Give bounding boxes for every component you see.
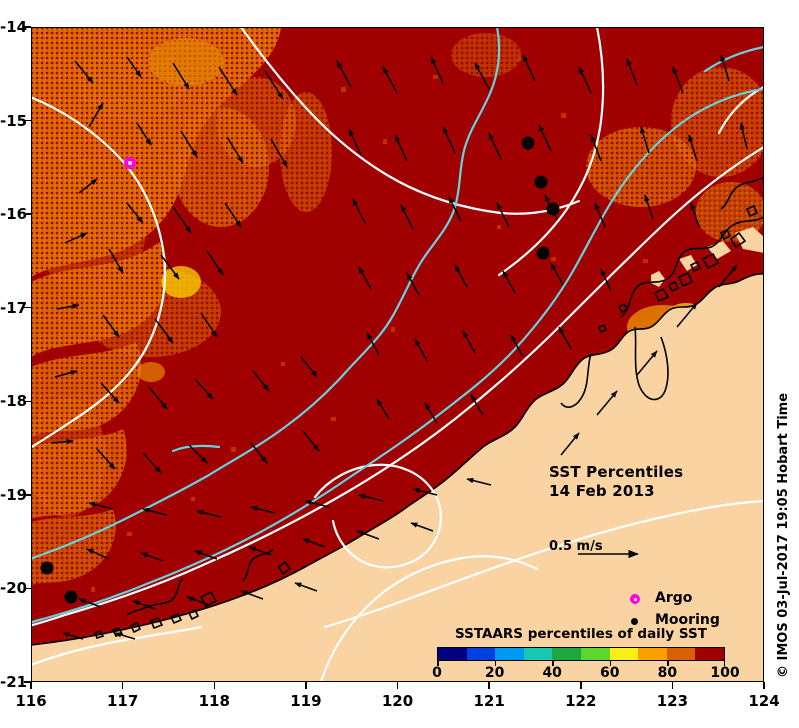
- x-axis-label: 122: [565, 692, 597, 710]
- vector-scale-label: 0.5 m/s: [549, 539, 603, 554]
- x-axis-tick: [763, 682, 765, 689]
- mooring-marker-icon: [536, 246, 550, 260]
- y-axis-label: -18: [0, 392, 28, 411]
- colorbar-tick-labels: 0 20 40 60 80 100: [432, 665, 739, 683]
- colorbar-tick: [609, 661, 612, 666]
- legend-item-mooring: Mooring: [625, 610, 755, 632]
- colorbar-title: SSTAARS percentiles of daily SST: [455, 626, 707, 642]
- legend-label-argo: Argo: [655, 590, 693, 606]
- mooring-marker-icon: [546, 202, 560, 216]
- y-axis-tick: [24, 400, 31, 403]
- y-axis-label: -16: [0, 205, 28, 224]
- colorbar-swatch-5: [580, 648, 610, 660]
- colorbar-ticks: [437, 661, 725, 666]
- colorbar-tick: [667, 661, 669, 666]
- credit-holder: © IMOS 03-Jul-2017 19:05 Hobart Time: [776, 393, 796, 679]
- x-axis-tick: [30, 682, 32, 689]
- marker-legend: Argo Mooring: [625, 588, 755, 632]
- legend-item-argo: Argo: [625, 588, 755, 610]
- x-axis-tick: [305, 682, 307, 689]
- colorbar-tick-label: 80: [657, 665, 678, 681]
- y-axis-label: -19: [0, 485, 28, 504]
- land-polygon: [31, 227, 764, 682]
- x-axis-label: 119: [290, 692, 322, 710]
- colorbar-tick: [494, 661, 497, 666]
- colorbar-tick: [437, 661, 439, 666]
- colorbar-swatch-6: [609, 648, 639, 660]
- colorbar-tick-label: 100: [710, 665, 740, 681]
- x-axis-label: 117: [106, 692, 139, 710]
- vector-scale-arrow: [578, 549, 639, 559]
- x-axis-label: 124: [748, 692, 780, 710]
- x-axis-label: 120: [381, 692, 414, 710]
- legend-label-mooring: Mooring: [655, 612, 720, 628]
- colorbar-swatch-8: [666, 648, 696, 660]
- imos-credit: © IMOS 03-Jul-2017 19:05 Hobart Time: [776, 392, 791, 678]
- annotation-title-line1: SST Percentiles: [549, 463, 684, 481]
- y-axis-tick: [24, 587, 31, 590]
- colorbar-tick: [723, 661, 725, 666]
- y-axis-label: -14: [0, 18, 28, 36]
- map-plot-area[interactable]: [31, 27, 764, 682]
- y-axis-tick: [24, 119, 31, 122]
- colorbar-gradient: [437, 647, 725, 661]
- y-axis-tick: [24, 681, 31, 683]
- y-axis-tick: [24, 494, 31, 496]
- colorbar-tick-label: 40: [542, 665, 562, 681]
- x-axis-tick: [671, 682, 674, 689]
- colorbar-swatch-9: [695, 648, 724, 660]
- colorbar-tick-label: 60: [600, 665, 620, 681]
- argo-marker-center-icon: [128, 161, 132, 165]
- x-axis-tick: [396, 682, 399, 689]
- mooring-marker-icon: [521, 136, 535, 150]
- x-axis-tick: [121, 682, 124, 689]
- coastline: [31, 176, 764, 646]
- x-axis-label: 123: [656, 692, 689, 710]
- colorbar-tick-label: 20: [484, 665, 505, 681]
- colorbar-swatch-0: [438, 648, 467, 660]
- x-axis-label: 121: [473, 692, 505, 710]
- y-axis-tick: [24, 26, 31, 28]
- x-axis-tick: [488, 682, 490, 689]
- mooring-markers[interactable]: [40, 136, 560, 604]
- y-axis-tick: [24, 213, 31, 215]
- x-axis-label: 116: [15, 692, 47, 710]
- argo-legend-icon: [625, 588, 647, 610]
- colorbar-swatch-2: [495, 648, 524, 660]
- colorbar-tick: [552, 661, 554, 666]
- mooring-marker-icon: [40, 561, 54, 575]
- y-axis-tick: [24, 306, 31, 309]
- map-annotation-title: SST Percentiles 14 Feb 2013: [549, 463, 683, 501]
- mooring-marker-icon: [64, 590, 78, 604]
- colorbar-swatch-3: [523, 648, 553, 660]
- annotation-title-line2: 14 Feb 2013: [549, 482, 655, 500]
- colorbar-tick-label: 0: [432, 665, 442, 681]
- ssh-contours: [31, 27, 764, 682]
- y-axis-label: -20: [0, 579, 28, 598]
- current-vectors: [50, 54, 748, 640]
- x-axis-tick: [213, 682, 215, 689]
- colorbar-swatch-1: [466, 648, 496, 660]
- y-axis-label: -15: [0, 111, 28, 130]
- colorbar-swatch-4: [552, 648, 581, 660]
- colorbar-swatch-7: [638, 648, 667, 660]
- argo-markers[interactable]: [124, 157, 136, 169]
- x-axis-tick: [580, 682, 582, 689]
- mooring-marker-icon: [534, 175, 548, 189]
- y-axis-label: -17: [0, 298, 28, 317]
- x-axis-label: 118: [198, 692, 230, 710]
- mooring-legend-icon: [625, 610, 647, 632]
- y-axis-label: -21: [0, 673, 28, 691]
- map-canvas: [31, 27, 764, 682]
